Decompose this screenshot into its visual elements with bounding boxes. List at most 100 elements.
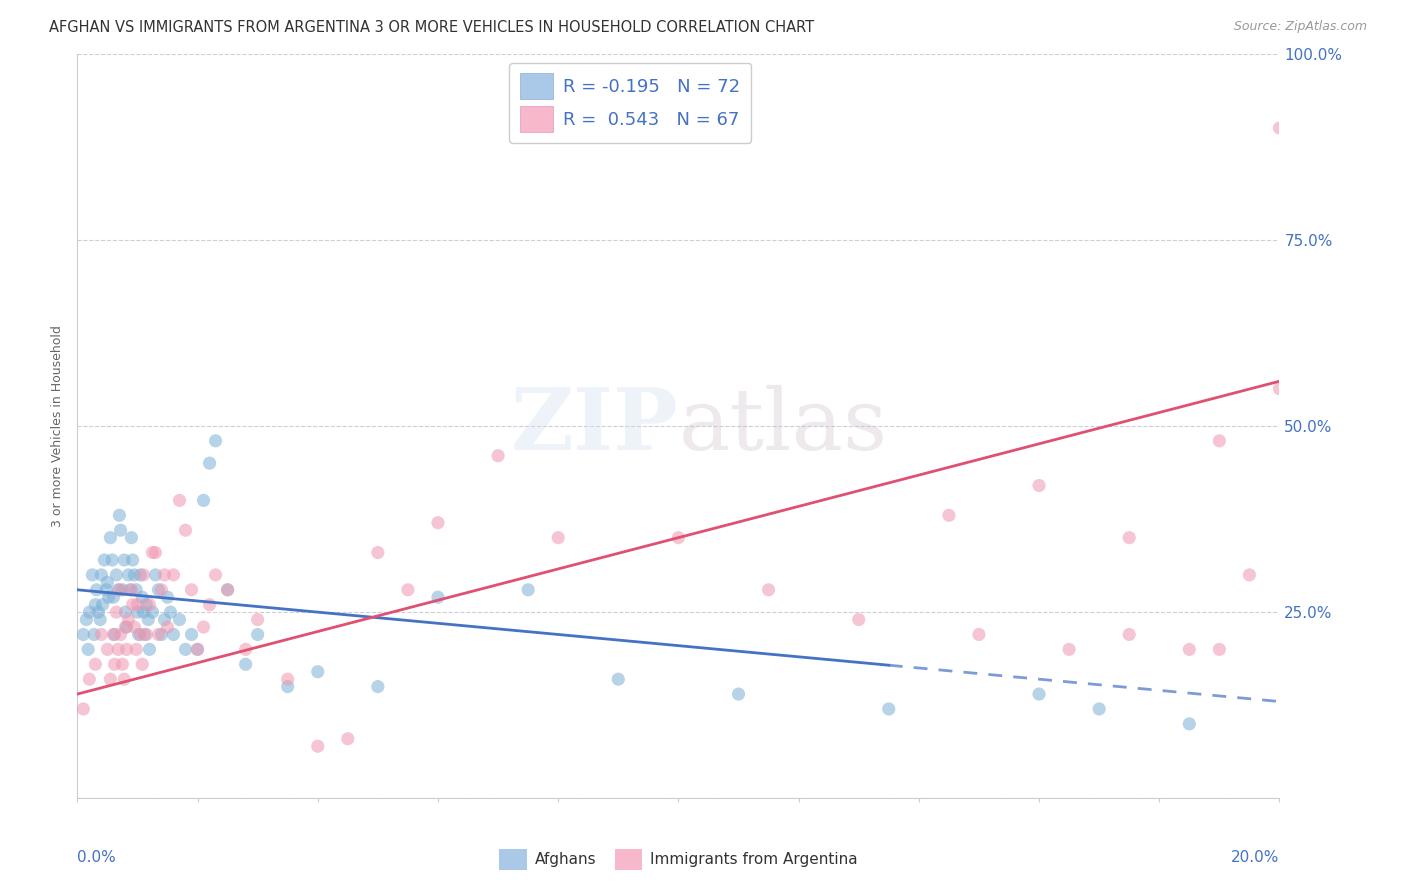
Point xyxy=(1268,121,1291,136)
Point xyxy=(124,568,146,582)
Point xyxy=(1268,382,1291,396)
Point xyxy=(75,613,97,627)
Point xyxy=(90,627,112,641)
Point xyxy=(180,582,202,597)
Point xyxy=(162,627,184,641)
Point xyxy=(1057,642,1080,657)
Point xyxy=(128,627,150,641)
Point xyxy=(132,568,155,582)
Point xyxy=(668,531,690,545)
Point xyxy=(246,627,269,641)
Point xyxy=(307,665,329,679)
Point xyxy=(204,434,226,448)
Point xyxy=(217,582,239,597)
Point xyxy=(131,657,153,672)
Point xyxy=(148,627,170,641)
Point xyxy=(97,591,120,605)
Point xyxy=(138,598,160,612)
Point xyxy=(108,508,131,523)
Point xyxy=(110,627,132,641)
Point xyxy=(1208,642,1230,657)
Point xyxy=(89,613,111,627)
Point xyxy=(107,642,129,657)
Point xyxy=(727,687,749,701)
Point xyxy=(96,575,118,590)
Point xyxy=(112,553,135,567)
Point xyxy=(129,568,152,582)
Point xyxy=(111,582,134,597)
Point xyxy=(427,591,450,605)
Point xyxy=(159,605,181,619)
Point xyxy=(91,598,114,612)
Point xyxy=(193,493,215,508)
Point xyxy=(156,591,179,605)
Point xyxy=(156,620,179,634)
Point xyxy=(517,582,540,597)
Point xyxy=(114,605,136,619)
Point xyxy=(150,627,173,641)
Point xyxy=(77,642,100,657)
Point xyxy=(121,553,143,567)
Point xyxy=(110,523,132,537)
Point xyxy=(117,568,139,582)
Point xyxy=(101,553,124,567)
Point xyxy=(396,582,419,597)
Point xyxy=(198,598,221,612)
Point xyxy=(1208,434,1230,448)
Point xyxy=(187,642,209,657)
Point xyxy=(124,620,146,634)
Point xyxy=(131,591,153,605)
Point xyxy=(120,582,142,597)
Point xyxy=(153,613,176,627)
Point xyxy=(115,620,138,634)
Point xyxy=(1088,702,1111,716)
Point xyxy=(136,613,159,627)
Point xyxy=(145,568,167,582)
Point xyxy=(107,582,129,597)
Point xyxy=(153,568,176,582)
Point xyxy=(79,672,101,686)
Point xyxy=(129,627,152,641)
Point xyxy=(367,680,389,694)
Point xyxy=(148,582,170,597)
Point xyxy=(82,568,104,582)
Point xyxy=(125,642,148,657)
Point xyxy=(114,620,136,634)
Point xyxy=(86,582,108,597)
Point xyxy=(307,739,329,754)
Point xyxy=(150,582,173,597)
Point xyxy=(79,605,101,619)
Point xyxy=(117,613,139,627)
Point xyxy=(135,598,157,612)
Point xyxy=(277,672,299,686)
Point xyxy=(100,672,122,686)
Point xyxy=(72,702,94,716)
Point xyxy=(127,598,149,612)
Point xyxy=(138,642,160,657)
Point xyxy=(938,508,960,523)
Point xyxy=(1028,687,1050,701)
Point xyxy=(104,657,127,672)
Point xyxy=(145,545,167,559)
Text: AFGHAN VS IMMIGRANTS FROM ARGENTINA 3 OR MORE VEHICLES IN HOUSEHOLD CORRELATION : AFGHAN VS IMMIGRANTS FROM ARGENTINA 3 OR… xyxy=(49,20,814,35)
Point xyxy=(1118,531,1140,545)
Point xyxy=(758,582,780,597)
Point xyxy=(967,627,990,641)
Point xyxy=(235,657,257,672)
Text: Source: ZipAtlas.com: Source: ZipAtlas.com xyxy=(1233,20,1367,33)
Point xyxy=(169,493,191,508)
Point xyxy=(125,582,148,597)
Point xyxy=(83,627,105,641)
Point xyxy=(1239,568,1261,582)
Point xyxy=(112,672,135,686)
Point xyxy=(877,702,900,716)
Point xyxy=(427,516,450,530)
Point xyxy=(84,657,107,672)
Point xyxy=(103,627,125,641)
Point xyxy=(132,605,155,619)
Point xyxy=(180,627,202,641)
Point xyxy=(336,731,359,746)
Point xyxy=(246,613,269,627)
Point xyxy=(134,627,156,641)
Point xyxy=(607,672,630,686)
